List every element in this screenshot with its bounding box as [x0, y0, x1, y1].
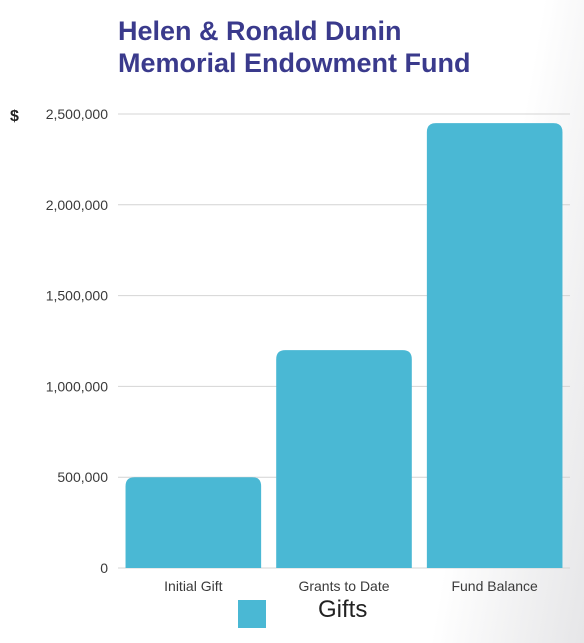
currency-symbol: $: [10, 108, 19, 125]
legend: Gifts: [238, 596, 367, 628]
legend-label: Gifts: [318, 596, 367, 623]
bar-fund-balance: [426, 123, 563, 568]
bars: [125, 123, 563, 568]
x-category-label: Grants to Date: [298, 578, 389, 594]
chart-title-line-1: Helen & Ronald Dunin: [118, 16, 402, 46]
y-axis-ticks: 0 500,000 1,000,000 1,500,000 2,000,000 2,500…: [46, 106, 109, 576]
x-category-label: Fund Balance: [451, 578, 538, 594]
legend-swatch: [238, 600, 266, 628]
y-tick-label: 0: [100, 560, 108, 576]
y-tick-label: 1,500,000: [46, 288, 108, 304]
y-tick-label: 1,000,000: [46, 378, 108, 394]
chart-title-line-2: Memorial Endowment Fund: [118, 48, 471, 78]
bar-grants-to-date: [276, 350, 412, 568]
y-tick-label: 2,500,000: [46, 106, 108, 122]
x-axis-categories: Initial Gift Grants to Date Fund Balance: [164, 578, 538, 594]
y-tick-label: 500,000: [57, 469, 108, 485]
y-tick-label: 2,000,000: [46, 197, 108, 213]
bar-initial-gift: [125, 477, 262, 568]
x-category-label: Initial Gift: [164, 578, 222, 594]
